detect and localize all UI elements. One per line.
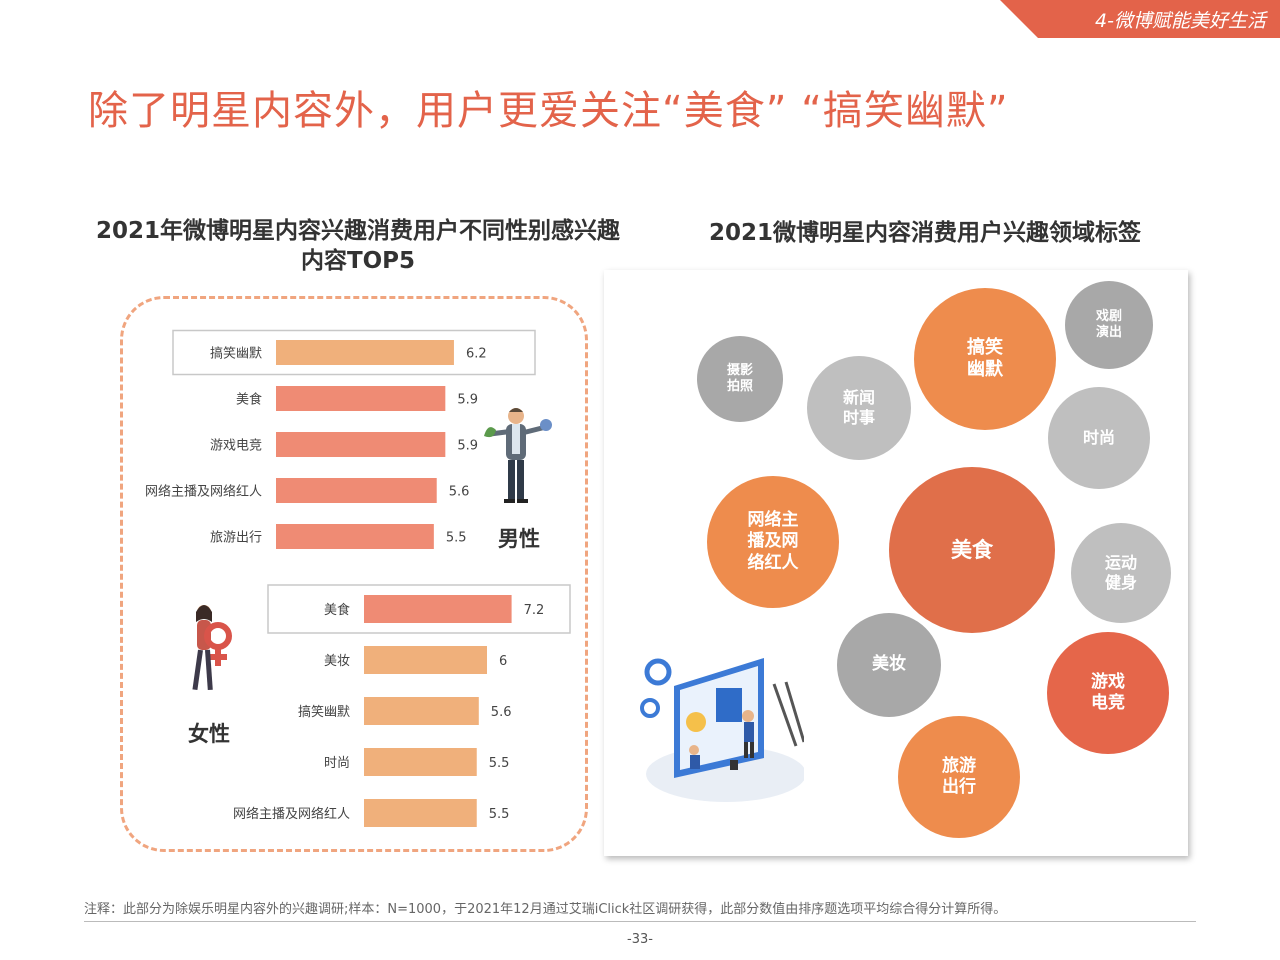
data-label: 5.9 — [457, 393, 478, 408]
analytics-illustration-icon — [640, 658, 804, 802]
footnote: 注释：此部分为除娱乐明星内容外的兴趣调研;样本：N=1000，于2021年12月… — [84, 902, 1007, 917]
section-tag-text: 4-微博赋能美好生活 — [1095, 9, 1266, 32]
bar — [364, 595, 512, 623]
interest-bubble-label: 旅游 — [942, 755, 976, 776]
page-number: -33- — [627, 932, 653, 947]
data-label: 5.5 — [489, 807, 510, 822]
interest-bubble-label: 络红人 — [747, 552, 799, 573]
highlight-box — [267, 584, 571, 634]
bar — [276, 340, 454, 365]
interest-bubble-label: 戏剧 — [1095, 308, 1122, 324]
slide-title: 除了明星内容外，用户更爱关注“美食” “搞笑幽默” — [88, 88, 1009, 134]
interest-bubble: 美食 — [889, 467, 1055, 633]
bar — [276, 386, 446, 411]
interest-bubble: 旅游 出行 — [898, 716, 1020, 838]
interest-bubble-label: 演出 — [1095, 325, 1122, 340]
interest-bubble-label: 运动 — [1104, 553, 1137, 572]
male-figure-icon — [484, 408, 552, 503]
bar — [276, 478, 437, 503]
gender-chart-frame — [120, 296, 588, 852]
category-label: 网络主播及网络红人 — [233, 806, 350, 822]
interest-bubble: 运动 健身 — [1071, 523, 1171, 623]
category-label: 时尚 — [324, 756, 350, 771]
data-label: 5.6 — [449, 485, 470, 500]
highlight-box — [172, 329, 536, 376]
data-label: 6 — [499, 654, 507, 669]
interest-bubble-label: 拍照 — [726, 379, 753, 394]
interest-bubble-label: 时事 — [842, 408, 875, 427]
interest-bubble: 搞笑 幽默 — [914, 288, 1056, 430]
interest-bubble-label: 时尚 — [1082, 428, 1115, 447]
bar — [364, 697, 479, 725]
section-tag: 4-微博赋能美好生活 — [1000, 0, 1280, 38]
bar — [364, 646, 487, 674]
interest-bubble: 美妆 — [837, 613, 941, 717]
interest-bubble: 摄影 拍照 — [697, 336, 783, 422]
female-label: 女性 — [188, 722, 230, 746]
interest-bubble-label: 播及网 — [747, 531, 799, 552]
interest-bubble: 时尚 — [1048, 387, 1150, 489]
interest-bubble-label: 美食 — [951, 537, 993, 562]
interest-bubble-label: 美妆 — [872, 654, 906, 675]
data-label: 5.5 — [446, 531, 467, 546]
interest-bubble-label: 幽默 — [967, 359, 1003, 380]
category-label: 美食 — [236, 392, 262, 408]
bar — [364, 748, 477, 776]
bar — [276, 432, 446, 457]
data-label: 6.2 — [466, 347, 487, 362]
data-label: 5.9 — [457, 439, 478, 454]
bar — [276, 524, 434, 549]
interest-bubble-label: 新闻 — [842, 388, 875, 407]
interest-bubble-label: 网络主 — [747, 510, 799, 531]
interest-bubble: 游戏 电竞 — [1047, 632, 1169, 754]
bar — [364, 799, 477, 827]
male-label: 男性 — [498, 527, 540, 551]
right-chart-title: 2021微博明星内容消费用户兴趣领域标签 — [708, 220, 1141, 246]
interest-bubble: 网络主 播及网 络红人 — [707, 476, 839, 608]
category-label: 游戏电竞 — [210, 438, 262, 454]
interest-bubble-label: 摄影 — [726, 362, 753, 378]
interest-bubble-label: 健身 — [1104, 573, 1137, 592]
category-label: 旅游出行 — [210, 531, 262, 546]
interest-bubble-label: 搞笑 — [967, 336, 1003, 358]
category-label: 网络主播及网络红人 — [145, 484, 262, 500]
data-label: 5.6 — [491, 705, 512, 720]
category-label: 搞笑幽默 — [298, 704, 350, 720]
data-label: 5.5 — [489, 756, 510, 771]
interest-bubble: 新闻 时事 — [807, 356, 911, 460]
data-label: 7.2 — [524, 603, 545, 618]
category-label: 美妆 — [324, 654, 350, 669]
interest-bubble-label: 电竞 — [1091, 693, 1125, 713]
interest-bubble-label: 出行 — [942, 777, 976, 797]
left-chart-title: 2021年微博明星内容兴趣消费用户不同性别感兴趣内容TOP5 — [95, 218, 620, 274]
category-label: 搞笑幽默 — [210, 346, 262, 362]
interest-bubble: 戏剧 演出 — [1065, 281, 1153, 369]
category-label: 美食 — [324, 602, 350, 618]
interest-bubble-label: 游戏 — [1091, 671, 1125, 692]
footer-divider — [84, 921, 1196, 922]
female-figure-icon — [192, 605, 232, 691]
